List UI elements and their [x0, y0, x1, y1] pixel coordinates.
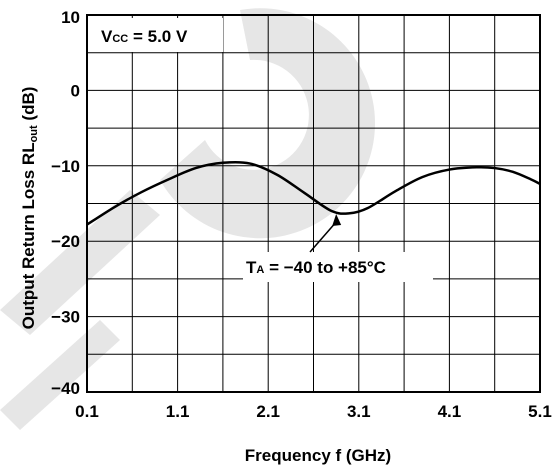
ta-annotation: TA = −40 to +85°C — [243, 214, 433, 282]
ta-arrow-head — [332, 214, 342, 227]
watermark-stroke-2 — [0, 320, 120, 430]
x-tick-label: 1.1 — [166, 402, 190, 421]
grid — [86, 14, 541, 393]
x-tick-label: 5.1 — [528, 402, 552, 421]
y-tick-label: −20 — [51, 232, 80, 251]
y-tick-label: −40 — [51, 379, 80, 398]
series-group — [86, 160, 541, 226]
vcc-annotation: VCC = 5.0 V — [91, 18, 223, 52]
x-axis-title: Frequency f (GHz) — [245, 446, 391, 465]
x-tick-labels: 0.1 1.1 2.1 3.1 4.1 5.1 — [75, 402, 552, 421]
watermark-stroke-1 — [0, 190, 160, 335]
x-tick-label: 2.1 — [256, 402, 280, 421]
y-axis-title: Output Return Loss RLout (dB) — [19, 87, 40, 330]
ta-annotation-box — [243, 252, 433, 282]
x-tick-label: 4.1 — [438, 402, 462, 421]
watermark — [0, 8, 376, 430]
ta-arrow-line — [309, 221, 337, 253]
y-axis-title-subscript: out — [28, 125, 40, 142]
ta-annotation-text: TA = −40 to +85°C — [246, 258, 386, 277]
plot-frame — [86, 14, 541, 393]
y-tick-label: −30 — [51, 308, 80, 327]
vcc-annotation-text: VCC = 5.0 V — [101, 27, 188, 46]
vcc-annotation-box — [91, 18, 223, 52]
series-line — [86, 160, 541, 226]
plot-border — [86, 14, 541, 393]
x-tick-label: 3.1 — [347, 402, 371, 421]
y-tick-label: 10 — [61, 8, 80, 27]
x-tick-label: 0.1 — [75, 402, 99, 421]
y-tick-labels: 10 0 −10 −20 −30 −40 — [51, 8, 80, 398]
y-tick-label: 0 — [71, 81, 80, 100]
y-tick-label: −10 — [51, 157, 80, 176]
watermark-arc — [160, 8, 376, 239]
